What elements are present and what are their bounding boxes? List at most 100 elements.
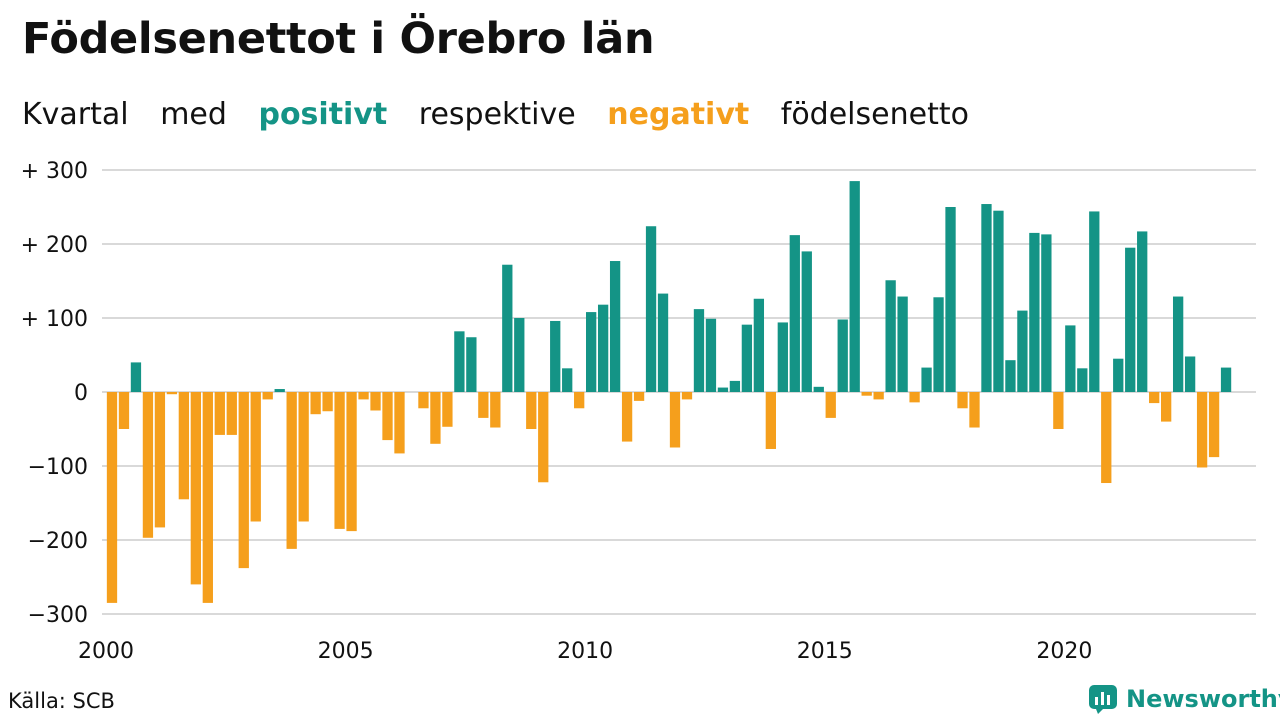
bar-2007-q2 (454, 331, 465, 392)
bar-2010-q4 (621, 392, 633, 442)
bar-2005-q2 (358, 392, 369, 400)
y-tick-label: −200 (28, 529, 88, 554)
bar-2010-q3 (609, 261, 621, 392)
bar-2015-q1 (825, 392, 836, 418)
bar-2012-q2 (693, 309, 705, 392)
bar-2004-q2 (310, 392, 321, 415)
subtitle-word-med: med (160, 97, 227, 132)
bar-2013-q4 (765, 392, 776, 449)
bar-2021-q1 (1113, 358, 1124, 392)
bar-2004-q1 (298, 392, 309, 522)
bar-2002-q1 (202, 392, 213, 603)
x-tick-label: 2000 (78, 639, 134, 664)
bar-2015-q3 (849, 181, 860, 392)
bar-2019-q4 (1053, 392, 1064, 429)
bar-2005-q3 (370, 392, 381, 411)
bar-2014-q1 (777, 322, 788, 392)
bar-2001-q2 (166, 392, 178, 395)
bar-2020-q1 (1065, 325, 1076, 392)
y-tick-label: + 100 (21, 307, 88, 332)
brand-logo: Newsworthy (1088, 684, 1280, 714)
chart-title: Födelsenettot i Örebro län (22, 14, 655, 64)
bar-2020-q2 (1077, 368, 1088, 392)
x-tick-label: 2020 (1036, 639, 1092, 664)
bar-2012-q4 (717, 387, 729, 392)
bar-2014-q4 (813, 386, 824, 392)
bar-2017-q3 (945, 207, 956, 392)
bar-2014-q2 (789, 235, 800, 392)
bar-2003-q3 (274, 389, 285, 392)
bar-2014-q3 (801, 251, 812, 392)
bar-2012-q1 (681, 392, 693, 400)
bar-2023-q1 (1208, 392, 1220, 458)
bar-2019-q1 (1017, 310, 1028, 392)
bar-2002-q4 (238, 392, 249, 569)
y-tick-label: + 200 (21, 233, 88, 258)
x-tick-label: 2015 (797, 639, 853, 664)
bar-2005-q4 (382, 392, 393, 441)
bar-2018-q1 (969, 392, 980, 428)
bar-2007-q4 (478, 392, 489, 418)
bar-2015-q4 (861, 392, 872, 396)
bar-2018-q2 (981, 204, 992, 392)
bar-2016-q1 (873, 392, 884, 400)
bar-2011-q2 (645, 226, 657, 392)
bar-2000-q1 (106, 392, 118, 603)
chart-subtitle: Kvartal med positivt respektive negativt… (22, 97, 991, 132)
bar-2006-q1 (394, 392, 405, 454)
bar-2018-q4 (1005, 360, 1016, 392)
bar-2009-q2 (550, 320, 561, 392)
bar-2004-q3 (322, 392, 333, 412)
bar-2020-q3 (1089, 211, 1100, 392)
bar-2020-q4 (1101, 392, 1112, 484)
bar-2021-q4 (1149, 392, 1160, 404)
bar-2019-q3 (1041, 234, 1052, 392)
bar-2019-q2 (1029, 232, 1040, 392)
bar-2013-q1 (729, 380, 741, 392)
bar-2022-q3 (1184, 356, 1196, 392)
bar-2021-q3 (1137, 231, 1148, 392)
bar-2011-q3 (657, 293, 669, 392)
bar-2001-q1 (154, 392, 166, 528)
bar-2017-q1 (921, 367, 932, 392)
bar-2012-q3 (705, 318, 717, 392)
bar-2006-q4 (430, 392, 441, 444)
bar-2022-q1 (1161, 392, 1172, 422)
bar-2003-q2 (262, 392, 273, 400)
bar-2010-q1 (586, 312, 597, 392)
bar-2008-q1 (490, 392, 501, 428)
bar-2021-q2 (1125, 247, 1136, 392)
bar-2016-q4 (909, 392, 920, 403)
bar-2003-q4 (286, 392, 297, 549)
bar-2004-q4 (334, 392, 345, 529)
subtitle-word-fodelsenetto: födelsenetto (780, 97, 969, 132)
bar-2008-q4 (526, 392, 537, 429)
bar-2005-q1 (346, 392, 357, 532)
bar-2002-q2 (214, 392, 225, 435)
bar-2007-q1 (442, 392, 453, 427)
bar-2006-q3 (418, 392, 429, 409)
bar-2003-q1 (250, 392, 261, 522)
y-tick-label: −300 (28, 603, 88, 628)
x-tick-label: 2005 (318, 639, 374, 664)
source-note: Källa: SCB (8, 689, 115, 713)
bar-2013-q2 (741, 324, 753, 392)
bar-2022-q4 (1196, 392, 1208, 468)
bar-2009-q1 (538, 392, 549, 483)
bar-2010-q2 (597, 304, 609, 392)
bar-2000-q4 (142, 392, 154, 538)
bar-2001-q3 (178, 392, 190, 500)
subtitle-positive-label: positivt (258, 97, 388, 132)
x-tick-label: 2010 (557, 639, 613, 664)
bar-2013-q3 (753, 298, 765, 392)
bar-2008-q2 (502, 264, 513, 392)
y-tick-label: −100 (28, 455, 88, 480)
bar-2016-q2 (885, 280, 896, 392)
subtitle-word-respektive: respektive (418, 97, 576, 132)
bar-2022-q2 (1172, 296, 1184, 392)
y-tick-label: + 300 (21, 159, 88, 184)
bar-2009-q3 (562, 368, 573, 392)
bar-2017-q4 (957, 392, 968, 409)
bar-2008-q3 (514, 318, 525, 392)
bar-2011-q4 (669, 392, 681, 448)
